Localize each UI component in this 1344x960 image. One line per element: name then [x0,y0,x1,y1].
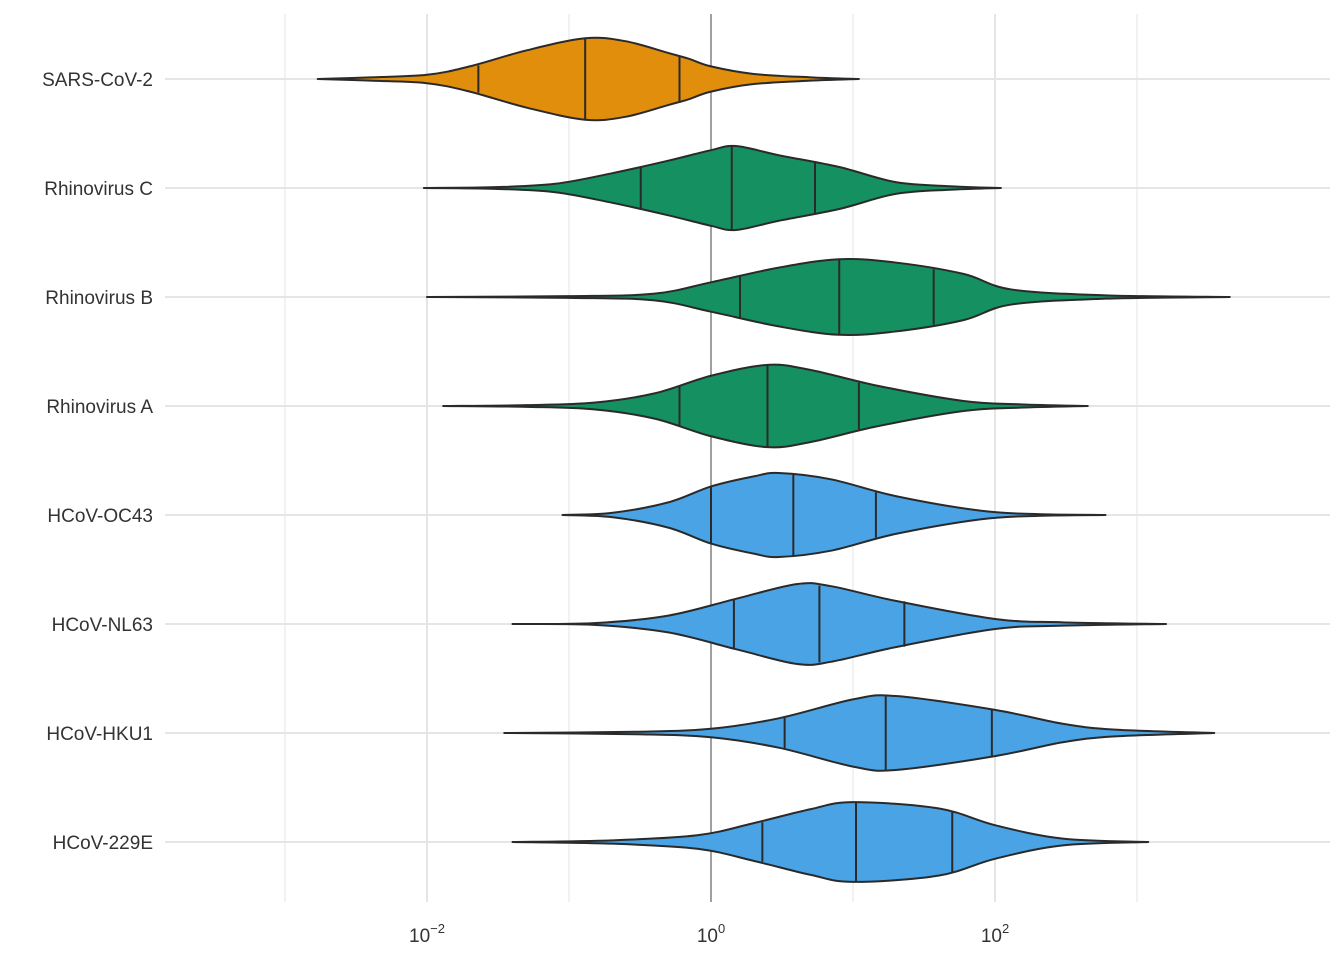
violin-shape [561,471,1107,559]
violin-shape [426,258,1231,336]
x-tick-label: 102 [981,921,1009,947]
violin-shape [316,36,860,122]
violin-layer [316,36,1231,883]
category-label: HCoV-NL63 [52,615,153,636]
violin-shape [511,801,1150,883]
category-label: SARS-CoV-2 [42,70,153,91]
violin-shape [422,144,1002,232]
x-tick-label-layer: 10−2 100 102 [409,921,1009,947]
category-label: Rhinovirus B [45,288,153,309]
violin-shape [511,582,1167,666]
x-tick-label: 10−2 [409,921,445,947]
category-label: HCoV-HKU1 [46,724,153,745]
category-label: HCoV-OC43 [47,506,153,527]
x-tick-label: 100 [697,921,725,947]
category-label-layer: SARS-CoV-2 Rhinovirus C Rhinovirus B Rhinov… [42,70,153,854]
category-label: Rhinovirus A [46,397,153,418]
category-label: Rhinovirus C [44,179,153,200]
violin-shape [503,694,1216,772]
violin-shape [442,363,1089,449]
category-label: HCoV-229E [53,833,153,854]
